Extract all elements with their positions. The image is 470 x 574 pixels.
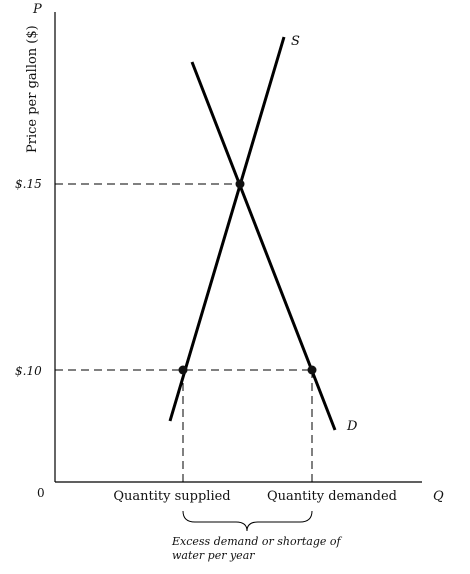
y-tick-label-1: $.10 [15,364,42,378]
supply-point-low-price [178,365,188,375]
shortage-annotation-line-2: water per year [172,549,255,562]
shortage-annotation-line-1: Excess demand or shortage of [171,535,342,548]
demand-point-low-price [307,365,317,375]
demand-curve-label: D [346,419,358,434]
origin-label: 0 [37,486,45,500]
equilibrium-point [235,179,245,189]
y-axis-label: Price per gallon ($) [25,25,40,153]
supply-curve [168,36,286,422]
shortage-brace [182,510,313,532]
supply-curve-label: S [291,34,300,49]
x-category-quantity-demanded: Quantity demanded [267,489,397,504]
y-tick-label-0: $.15 [15,177,42,191]
x-axis-letter: Q [433,489,444,504]
demand-curve [190,61,337,431]
x-category-quantity-supplied: Quantity supplied [113,489,230,504]
y-axis-letter: P [32,2,42,17]
